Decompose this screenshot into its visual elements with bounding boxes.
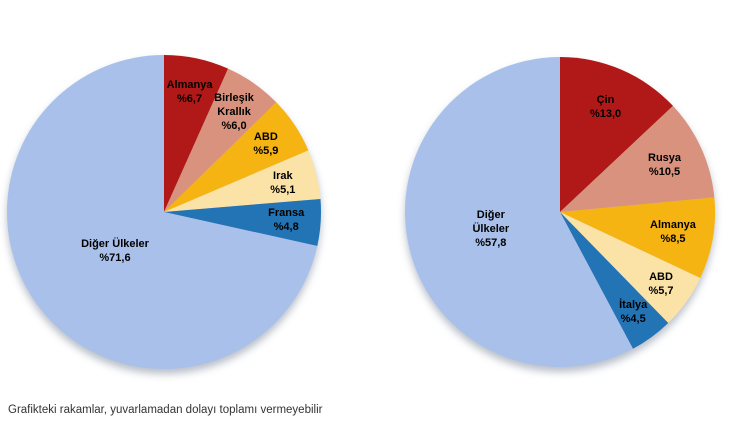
pie-slice-diger-ulkeler <box>405 57 633 367</box>
pie-slice-abd <box>560 212 701 323</box>
pie-chart-right: Çin %13,0 Rusya %10,5 Almanya %8,5 ABD %5,7 İtal… <box>405 57 715 367</box>
pie-slice-irak <box>164 150 321 212</box>
pie-svg <box>6 55 322 370</box>
pie-slice-fransa <box>164 198 322 246</box>
pie-slice-diger-ulkeler <box>6 55 318 370</box>
pie-slice-birlesik-krallik <box>164 68 277 213</box>
pie-slice-abd <box>164 102 309 212</box>
pie-slice-almanya <box>560 197 715 278</box>
pie-slice-cin <box>560 57 673 212</box>
pie-slice-italya <box>560 212 669 349</box>
pie-slice-almanya <box>164 55 229 212</box>
pie-slice-rusya <box>560 105 715 212</box>
footnote: Grafikteki rakamlar, yuvarlamadan dolayı… <box>8 404 323 416</box>
pie-svg <box>405 57 715 367</box>
pie-chart-left: Almanya %6,7 Birleşik Krallık %6,0 ABD %5,9 Ira… <box>6 55 322 370</box>
